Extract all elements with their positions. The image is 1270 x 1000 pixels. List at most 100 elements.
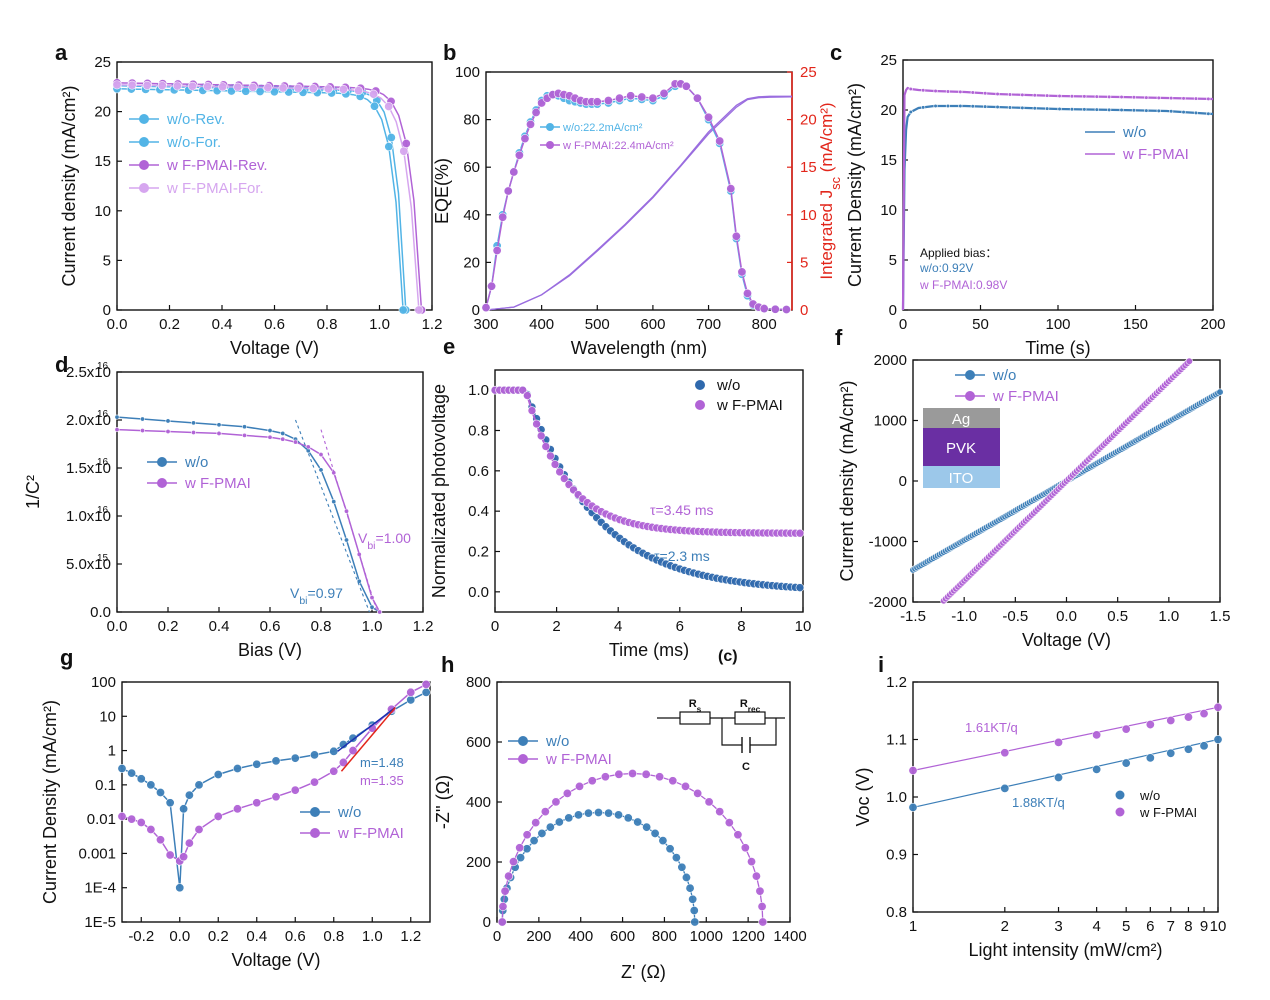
x-tick-label: 0.4 bbox=[209, 618, 230, 635]
nyquist-point bbox=[522, 830, 532, 840]
legend-marker bbox=[310, 828, 320, 838]
decay-point bbox=[546, 451, 555, 461]
x-tick-label: 8 bbox=[737, 618, 745, 635]
panel-d: 0.0 0.2 0.4 0.6 0.8 1.0 1.20.05.0x10151.0x1016… bbox=[23, 361, 433, 660]
mott-schottky-point bbox=[267, 428, 273, 434]
panel-letter-g: g bbox=[60, 645, 73, 670]
slope-wo: 1.88KT/q bbox=[1012, 795, 1065, 810]
jsc-time-point bbox=[983, 91, 988, 96]
jsc-time-point bbox=[958, 89, 963, 94]
mott-schottky-point bbox=[356, 551, 362, 557]
x-axis-label: Voltage (V) bbox=[231, 950, 320, 970]
eqe-point bbox=[731, 231, 741, 241]
mott-schottky-curve bbox=[116, 416, 381, 613]
y-tick-label: 1E-5 bbox=[84, 914, 116, 931]
panel-g: -0.2 0.0 0.2 0.4 0.6 0.8 1.0 1.2 1E-5 1E-4 0.001 0.… bbox=[40, 674, 431, 970]
x-tick-label: 300 bbox=[473, 316, 498, 333]
jsc-time-point bbox=[995, 104, 1000, 110]
dark-jv-point bbox=[406, 687, 416, 697]
mott-schottky-point bbox=[216, 430, 222, 436]
jsc-time-point bbox=[1119, 107, 1124, 113]
y-right-tick-label: 15 bbox=[800, 159, 817, 176]
mott-schottky-point bbox=[140, 428, 146, 434]
x-tick-label: 4 bbox=[1092, 918, 1100, 935]
x-tick-label: 0.8 bbox=[317, 316, 338, 333]
nyquist-point bbox=[641, 769, 651, 779]
mott-schottky-point bbox=[280, 436, 286, 442]
nyquist-point bbox=[681, 872, 691, 882]
voc-point bbox=[1183, 744, 1193, 754]
jsc-time-point bbox=[1193, 96, 1199, 101]
eqe-point bbox=[781, 305, 791, 315]
bias-fpmai: w F-PMAI:0.98V bbox=[919, 278, 1007, 292]
legend-label: w/o bbox=[545, 733, 569, 750]
x-tick-label: 0.0 bbox=[169, 928, 190, 945]
x-tick-label: 2 bbox=[1001, 918, 1009, 935]
panel-letter-i: i bbox=[878, 652, 884, 677]
y-tick-label: 1.0 bbox=[468, 382, 489, 399]
eqe-point bbox=[526, 119, 536, 129]
x-tick-label: 50 bbox=[972, 316, 989, 333]
panel-letter-b: b bbox=[443, 40, 456, 65]
jsc-time-point bbox=[1045, 106, 1050, 111]
nyquist-point bbox=[758, 917, 768, 927]
nyquist-point bbox=[655, 772, 665, 782]
dark-jv-point bbox=[213, 811, 223, 821]
voc-point bbox=[1092, 764, 1102, 774]
y-tick-label: 0.0 bbox=[468, 584, 489, 601]
jv-point bbox=[338, 84, 348, 94]
legend-label: w F-PMAI bbox=[545, 751, 612, 768]
y-tick-label: 0.001 bbox=[78, 845, 116, 862]
mott-schottky-point bbox=[292, 439, 298, 445]
jv-point bbox=[399, 146, 409, 156]
dark-jv-point bbox=[117, 811, 127, 821]
jv-curve bbox=[116, 85, 407, 311]
dark-jv-point bbox=[252, 798, 262, 808]
label-rrec: Rrec bbox=[740, 698, 761, 714]
legend-label: w/o-For. bbox=[166, 134, 221, 151]
voc-point bbox=[1000, 748, 1010, 758]
y-tick-label: 25 bbox=[880, 52, 897, 69]
jsc-time-point bbox=[1020, 92, 1025, 97]
fit-line-wo bbox=[337, 706, 396, 752]
x-tick-label: 1200 bbox=[731, 928, 764, 945]
x-tick-label: 6 bbox=[1146, 918, 1154, 935]
y-tick-label: 1.0x10 bbox=[66, 508, 111, 525]
eqe-point bbox=[520, 134, 530, 144]
mott-schottky-point bbox=[331, 499, 337, 505]
panel-letter-d: d bbox=[55, 352, 68, 377]
panel-letter-c: c bbox=[830, 40, 842, 65]
voc-point bbox=[1213, 734, 1223, 744]
legend-marker bbox=[965, 370, 975, 380]
jv-point bbox=[142, 80, 152, 90]
x-tick-label: -0.2 bbox=[128, 928, 154, 945]
nyquist-curve bbox=[501, 772, 764, 923]
legend-marker bbox=[139, 183, 149, 193]
eqe-point bbox=[742, 288, 752, 298]
slope-fpmai: 1.61KT/q bbox=[965, 720, 1018, 735]
y-tick-label: 0 bbox=[103, 302, 111, 319]
decay-point bbox=[536, 431, 546, 441]
panel-a: 0.0 0.2 0.4 0.6 0.8 1.0 1.2 0 5 10 15 20 25 w/o-Rev. w… bbox=[59, 54, 442, 358]
voc-point bbox=[1213, 702, 1223, 712]
x-tick-label: 1.2 bbox=[413, 618, 434, 635]
x-tick-label: 1.0 bbox=[369, 316, 390, 333]
jsc-time-point bbox=[1169, 109, 1174, 114]
x-tick-label: 700 bbox=[696, 316, 721, 333]
nyquist-point bbox=[583, 808, 593, 818]
dark-jv-point bbox=[117, 763, 127, 773]
x-tick-label: 0.0 bbox=[1056, 608, 1077, 625]
nyquist-point bbox=[715, 807, 725, 817]
y-tick-exponent: 16 bbox=[97, 457, 109, 468]
x-axis-label: Voltage (V) bbox=[1022, 630, 1111, 650]
legend-marker bbox=[157, 457, 167, 467]
nyquist-point bbox=[628, 768, 638, 778]
y-tick-label: 2.5x10 bbox=[66, 364, 111, 381]
eqe-point bbox=[509, 167, 519, 177]
legend-marker bbox=[1115, 790, 1125, 800]
x-tick-label: 500 bbox=[585, 316, 610, 333]
y-tick-label: 0 bbox=[472, 302, 480, 319]
iv-point bbox=[1185, 357, 1193, 365]
dark-jv-point bbox=[156, 835, 166, 845]
y-tick-label: 0.9 bbox=[886, 847, 907, 864]
